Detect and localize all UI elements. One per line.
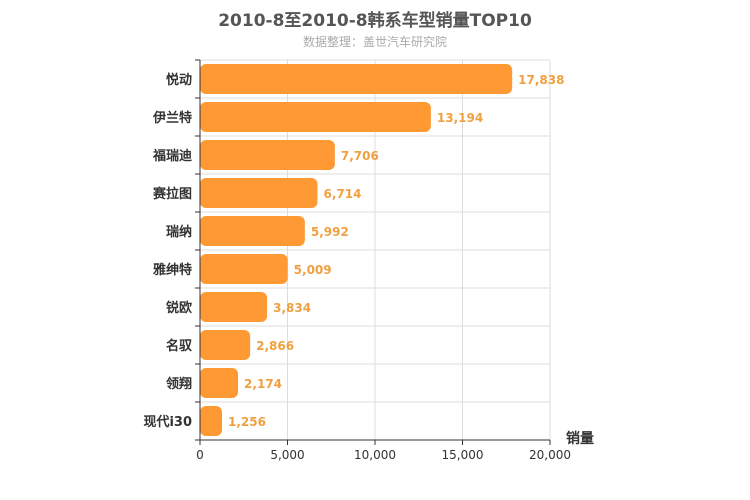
value-label: 6,714: [323, 187, 361, 201]
category-label: 悦动: [166, 72, 192, 88]
x-tick-label: 0: [196, 448, 204, 462]
value-label: 2,866: [256, 339, 294, 353]
x-tick-label: 15,000: [442, 448, 484, 462]
bar: [200, 216, 305, 246]
bar: [200, 406, 222, 436]
bar: [200, 292, 268, 322]
value-label: 5,009: [294, 263, 332, 277]
axes: [195, 59, 551, 445]
bar: [200, 254, 288, 284]
category-label: 雅绅特: [153, 262, 192, 278]
category-label: 福瑞迪: [152, 148, 192, 164]
x-tick-label: 20,000: [529, 448, 571, 462]
value-label: 5,992: [311, 225, 349, 239]
bar: [200, 178, 318, 208]
value-label: 3,834: [273, 301, 311, 315]
chart-subtitle: 数据整理：盖世汽车研究院: [302, 35, 447, 49]
bar: [200, 64, 513, 94]
chart-title: 2010-8至2010-8韩系车型销量TOP10: [218, 11, 532, 31]
category-label: 锐欧: [166, 300, 192, 316]
grid-lines: [200, 59, 551, 440]
bar: [200, 140, 335, 170]
labels: 0 5,000 10,000 15,000 20,000 悦动 17,838 伊兰特 13,19…: [143, 72, 571, 462]
value-label: 13,194: [437, 111, 483, 125]
category-label: 瑞纳: [166, 224, 192, 240]
category-label: 领翔: [166, 376, 192, 392]
value-label: 1,256: [228, 415, 266, 429]
bars: [200, 64, 513, 436]
category-label: 赛拉图: [152, 186, 192, 202]
value-label: 17,838: [518, 73, 564, 87]
category-label: 伊兰特: [152, 110, 192, 126]
value-label: 2,174: [244, 377, 282, 391]
x-axis-label: 销量: [566, 430, 594, 447]
value-label: 7,706: [341, 149, 379, 163]
category-label: 名驭: [166, 338, 193, 354]
bar: [200, 102, 431, 132]
bar: [200, 368, 239, 398]
x-tick-label: 5,000: [270, 448, 304, 462]
x-tick-label: 10,000: [354, 448, 396, 462]
category-label: 现代i30: [143, 414, 192, 430]
bar: [200, 330, 251, 360]
